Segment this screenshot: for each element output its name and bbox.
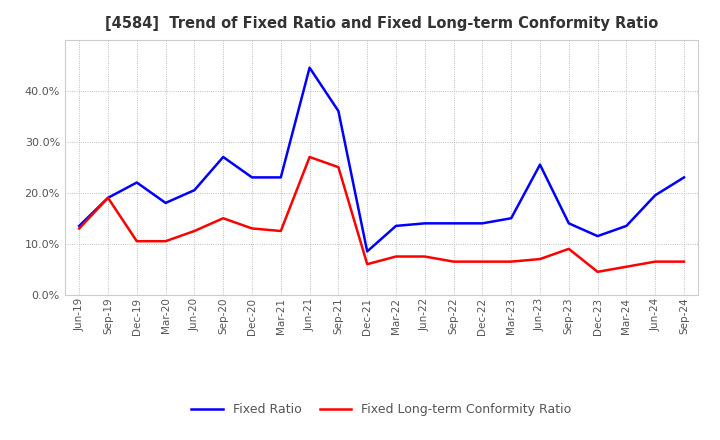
Fixed Ratio	[161, 200, 170, 205]
Fixed Long-term Conformity Ratio	[363, 261, 372, 267]
Fixed Long-term Conformity Ratio	[132, 238, 141, 244]
Fixed Long-term Conformity Ratio	[248, 226, 256, 231]
Fixed Ratio	[478, 221, 487, 226]
Line: Fixed Long-term Conformity Ratio: Fixed Long-term Conformity Ratio	[79, 157, 684, 272]
Fixed Long-term Conformity Ratio	[276, 228, 285, 234]
Fixed Long-term Conformity Ratio	[478, 259, 487, 264]
Fixed Ratio	[132, 180, 141, 185]
Fixed Ratio	[104, 195, 112, 201]
Fixed Long-term Conformity Ratio	[651, 259, 660, 264]
Fixed Long-term Conformity Ratio	[680, 259, 688, 264]
Fixed Ratio	[651, 193, 660, 198]
Fixed Long-term Conformity Ratio	[622, 264, 631, 269]
Fixed Ratio	[248, 175, 256, 180]
Fixed Ratio	[276, 175, 285, 180]
Fixed Ratio	[680, 175, 688, 180]
Fixed Long-term Conformity Ratio	[507, 259, 516, 264]
Fixed Long-term Conformity Ratio	[392, 254, 400, 259]
Fixed Long-term Conformity Ratio	[219, 216, 228, 221]
Fixed Long-term Conformity Ratio	[75, 226, 84, 231]
Fixed Ratio	[507, 216, 516, 221]
Line: Fixed Ratio: Fixed Ratio	[79, 68, 684, 251]
Fixed Ratio	[392, 223, 400, 228]
Fixed Ratio	[190, 187, 199, 193]
Legend: Fixed Ratio, Fixed Long-term Conformity Ratio: Fixed Ratio, Fixed Long-term Conformity …	[186, 398, 577, 421]
Title: [4584]  Trend of Fixed Ratio and Fixed Long-term Conformity Ratio: [4584] Trend of Fixed Ratio and Fixed Lo…	[105, 16, 658, 32]
Fixed Ratio	[564, 221, 573, 226]
Fixed Ratio	[334, 108, 343, 114]
Fixed Long-term Conformity Ratio	[420, 254, 429, 259]
Fixed Long-term Conformity Ratio	[305, 154, 314, 160]
Fixed Long-term Conformity Ratio	[104, 195, 112, 201]
Fixed Ratio	[536, 162, 544, 167]
Fixed Ratio	[305, 65, 314, 70]
Fixed Ratio	[420, 221, 429, 226]
Fixed Long-term Conformity Ratio	[161, 238, 170, 244]
Fixed Ratio	[75, 223, 84, 228]
Fixed Long-term Conformity Ratio	[449, 259, 458, 264]
Fixed Ratio	[219, 154, 228, 160]
Fixed Ratio	[622, 223, 631, 228]
Fixed Ratio	[363, 249, 372, 254]
Fixed Long-term Conformity Ratio	[334, 165, 343, 170]
Fixed Long-term Conformity Ratio	[593, 269, 602, 275]
Fixed Long-term Conformity Ratio	[564, 246, 573, 252]
Fixed Long-term Conformity Ratio	[536, 257, 544, 262]
Fixed Long-term Conformity Ratio	[190, 228, 199, 234]
Fixed Ratio	[593, 234, 602, 239]
Fixed Ratio	[449, 221, 458, 226]
